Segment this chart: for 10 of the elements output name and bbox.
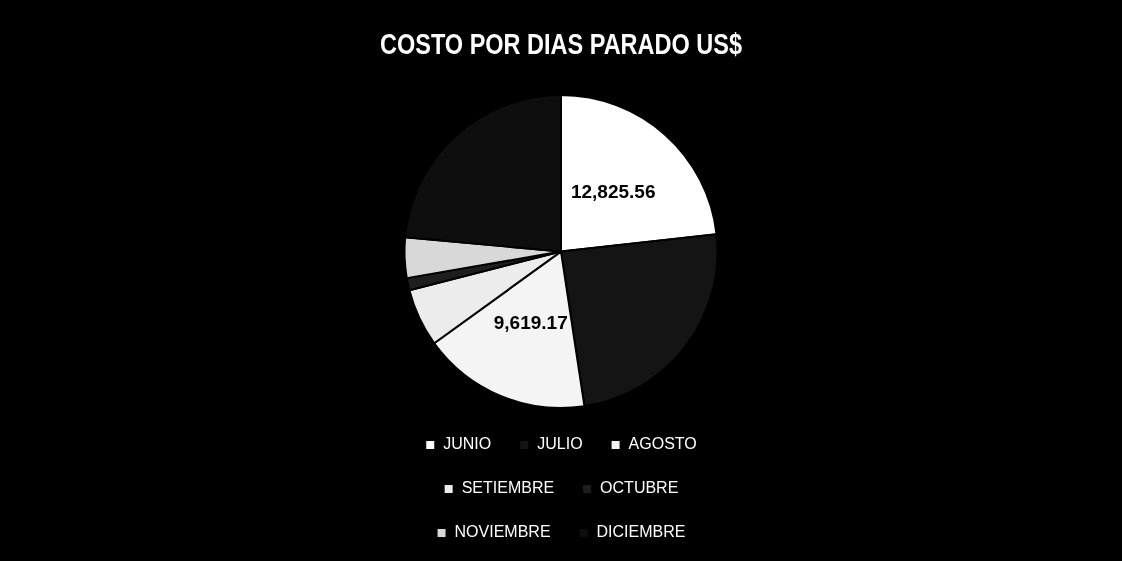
legend-label: NOVIEMBRE (454, 523, 551, 541)
data-label: 9,619.17 (493, 311, 568, 333)
chart-title: COSTO POR DIAS PARADO US$ (380, 27, 742, 61)
legend-label: JULIO (537, 435, 583, 453)
legend-label: DICIEMBRE (596, 523, 686, 541)
legend-label: OCTUBRE (600, 479, 679, 497)
legend-label: SETIEMBRE (461, 479, 555, 497)
legend-label: JUNIO (443, 435, 492, 453)
data-label: 12,825.56 (570, 181, 656, 203)
legend-label: AGOSTO (628, 435, 697, 453)
